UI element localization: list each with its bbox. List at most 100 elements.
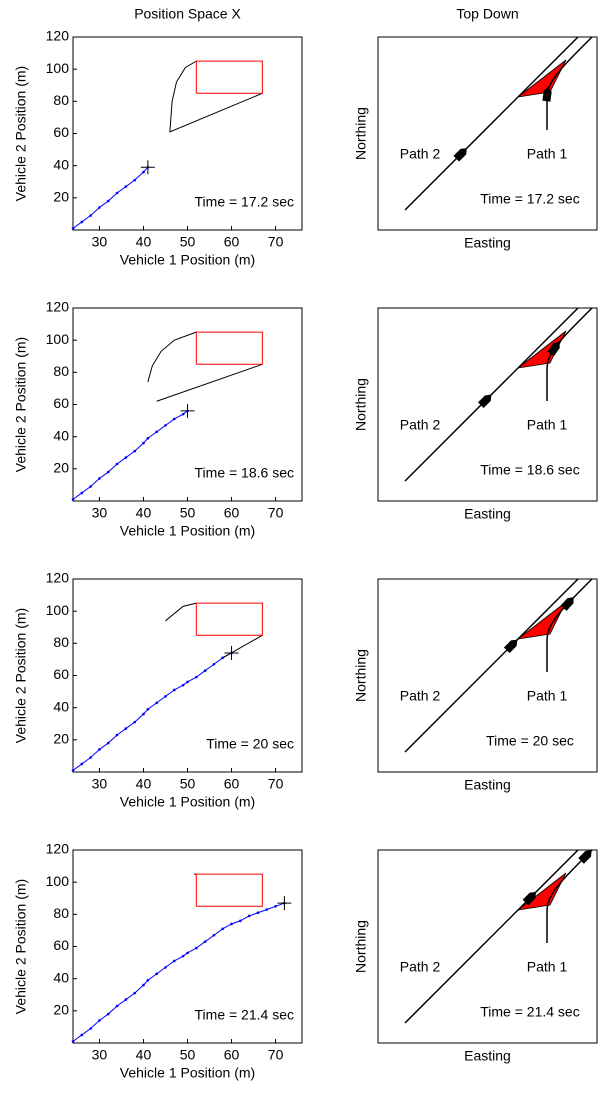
trajectory-point [133, 178, 136, 182]
y-tick-label: 100 [46, 331, 70, 347]
y-tick-label: 40 [53, 156, 69, 172]
x-tick-label: 30 [92, 234, 108, 250]
obstacle-region [195, 331, 263, 365]
map-content [404, 36, 593, 211]
trajectory-point [98, 206, 101, 209]
trajectory-point [80, 491, 84, 495]
y-tick-label: 120 [46, 570, 70, 586]
trajectory-point [98, 477, 101, 480]
trajectory-point [98, 1019, 101, 1022]
trajectory-point [115, 733, 119, 737]
y-tick-label: 100 [46, 873, 70, 889]
y-axis-label: Vehicle 2 Position (m) [13, 337, 29, 472]
trajectory-point [146, 978, 150, 982]
y-tick-label: 40 [53, 969, 69, 985]
trajectory-point [89, 756, 92, 759]
trajectory-point [71, 1040, 75, 1043]
trajectory-point [124, 998, 128, 1001]
trajectory-point [164, 966, 167, 969]
map-annotation: Time = 18.6 sec [480, 462, 579, 478]
trajectory [72, 166, 149, 229]
time-annotation: Time = 21.4 sec [195, 1007, 294, 1023]
path-2-road [404, 36, 579, 211]
trajectory-point [212, 933, 216, 937]
trajectory-point [71, 769, 75, 772]
time-annotation: Time = 18.6 sec [195, 465, 294, 481]
x-tick-label: 40 [136, 505, 152, 521]
path-2-road [404, 307, 579, 482]
boundary-curve [147, 331, 197, 383]
y-tick-label: 80 [53, 634, 69, 650]
current-point-marker [180, 403, 195, 418]
map-annotation: Path 2 [400, 417, 441, 433]
trajectory-point [155, 430, 158, 434]
x-tick-label: 40 [136, 234, 152, 250]
vehicle-2 [503, 639, 518, 654]
trajectory-point [71, 227, 75, 230]
trajectory-point [89, 214, 92, 217]
obstacle-region [195, 60, 263, 94]
conflict-zone [517, 59, 567, 98]
trajectory-point [203, 669, 207, 672]
x-axis-label: Easting [464, 777, 511, 793]
trajectory-point [80, 220, 84, 224]
trajectory-point [115, 462, 119, 466]
y-axis-label: Northing [353, 107, 369, 160]
trajectory-point [164, 424, 167, 427]
current-point-marker [224, 645, 239, 660]
vehicle-1 [542, 86, 552, 102]
trajectory-point [181, 954, 185, 958]
trajectory-point [133, 720, 136, 724]
trajectory-point [98, 748, 101, 751]
trajectory-point [256, 911, 260, 915]
y-tick-label: 40 [53, 698, 69, 714]
trajectory-point [155, 701, 158, 705]
trajectory-point [172, 688, 176, 692]
trajectory-point [221, 927, 225, 931]
x-tick-label: 30 [92, 505, 108, 521]
obstacle-region [195, 602, 263, 636]
vehicle-1 [578, 850, 592, 864]
x-tick-label: 50 [180, 776, 196, 792]
boundary-curve [222, 634, 263, 659]
trajectory-point [133, 991, 136, 995]
x-axis-label: Easting [464, 506, 511, 522]
trajectory-point [142, 170, 145, 174]
x-tick-label: 40 [136, 1047, 152, 1063]
x-axis-label: Easting [464, 235, 511, 251]
y-tick-label: 80 [53, 905, 69, 921]
map-annotation: Path 1 [527, 959, 568, 975]
trajectory-point [172, 959, 176, 963]
y-tick-label: 60 [53, 395, 69, 411]
y-tick-label: 120 [46, 299, 70, 315]
y-tick-label: 20 [53, 1002, 69, 1018]
trajectory-point [247, 914, 251, 918]
trajectory-point [106, 470, 110, 474]
x-tick-label: 50 [180, 1047, 196, 1063]
boundary-curve [165, 602, 197, 622]
trajectory-point [239, 919, 242, 923]
trajectory-point [172, 417, 176, 421]
x-tick-label: 60 [224, 1047, 240, 1063]
map-annotation: Path 1 [527, 688, 568, 704]
trajectory-point [265, 908, 269, 911]
x-tick-label: 70 [268, 1047, 284, 1063]
x-tick-label: 70 [268, 776, 284, 792]
y-tick-label: 80 [53, 92, 69, 108]
trajectory-point [164, 695, 167, 698]
trajectory-point [124, 727, 128, 730]
x-tick-label: 70 [268, 505, 284, 521]
x-tick-label: 50 [180, 234, 196, 250]
y-axis-label: Northing [353, 649, 369, 702]
y-axis-label: Vehicle 2 Position (m) [13, 879, 29, 1014]
x-axis-label: Vehicle 1 Position (m) [120, 1065, 255, 1081]
trajectory-point [124, 185, 128, 188]
map-annotation: Path 2 [400, 959, 441, 975]
x-axis-label: Vehicle 1 Position (m) [120, 523, 255, 539]
map-annotation: Path 2 [400, 688, 441, 704]
path-1-road [546, 578, 593, 672]
trajectory-point [80, 1033, 84, 1037]
boundary-curve [156, 363, 263, 402]
trajectory-point [106, 1012, 110, 1016]
trajectory-point [146, 707, 150, 711]
